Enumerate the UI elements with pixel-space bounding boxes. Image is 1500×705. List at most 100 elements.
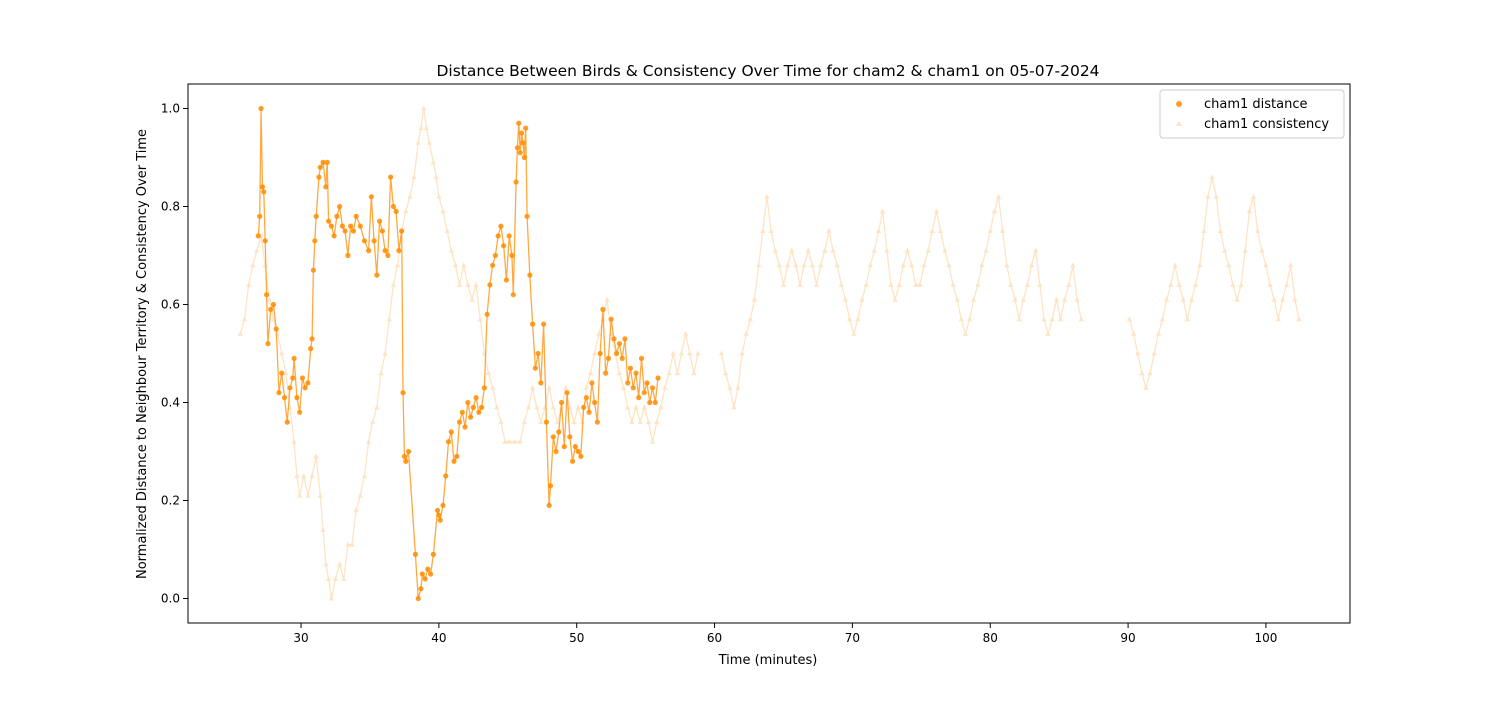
consistency-point (1180, 296, 1186, 302)
consistency-point (521, 419, 527, 425)
y-tick-label: 0.4 (161, 396, 180, 410)
distance-point (558, 399, 565, 406)
consistency-point (1024, 281, 1031, 287)
consistency-point (683, 330, 689, 336)
consistency-point (880, 208, 886, 214)
distance-point (393, 208, 399, 214)
consistency-point (390, 281, 396, 287)
consistency-point (604, 296, 610, 302)
consistency-point (465, 281, 471, 287)
distance-point (605, 355, 612, 361)
consistency-point (305, 492, 311, 498)
distance-point (630, 385, 636, 391)
consistency-point (929, 228, 935, 233)
distance-point (350, 228, 357, 234)
consistency-point (1213, 193, 1219, 199)
distance-point (578, 453, 584, 459)
legend-distance-marker (1176, 101, 1182, 107)
consistency-point (867, 262, 873, 268)
consistency-point (525, 404, 532, 410)
consistency-point (1057, 316, 1064, 322)
distance-point (473, 395, 479, 401)
chart-title: Distance Between Birds & Consistency Ove… (436, 62, 1099, 80)
consistency-point (1176, 281, 1182, 287)
consistency-point (323, 561, 329, 567)
distance-point (616, 341, 623, 347)
consistency-point (674, 370, 680, 376)
consistency-point (353, 507, 359, 513)
consistency-point (494, 404, 500, 410)
consistency-point (1201, 228, 1207, 233)
consistency-point (975, 281, 981, 287)
distance-point (401, 453, 408, 459)
consistency-point (913, 281, 919, 287)
distance-point (589, 380, 595, 386)
consistency-point (301, 473, 307, 478)
distance-point (535, 350, 541, 357)
distance-point (553, 448, 559, 455)
distance-point (513, 179, 519, 185)
consistency-point (423, 125, 430, 131)
consistency-point (1168, 281, 1174, 287)
distance-point (382, 248, 388, 254)
distance-point (371, 238, 377, 244)
distance-point (521, 154, 527, 161)
y-tick-label: 0.8 (161, 200, 180, 214)
consistency-series (237, 105, 1302, 601)
distance-point (279, 370, 285, 376)
consistency-point (1193, 281, 1199, 287)
consistency-point (546, 384, 552, 390)
consistency-point (743, 330, 749, 336)
consistency-point (1230, 281, 1236, 287)
consistency-point (1275, 316, 1281, 322)
consistency-point (469, 296, 475, 302)
distance-point (368, 194, 374, 200)
consistency-point (1292, 296, 1298, 302)
distance-point (405, 448, 412, 455)
consistency-point (365, 438, 372, 444)
consistency-point (473, 281, 479, 287)
distance-point (276, 390, 282, 396)
consistency-point (1250, 193, 1257, 199)
consistency-point (345, 541, 351, 547)
distance-point (633, 370, 639, 376)
consistency-point (337, 561, 343, 567)
consistency-point (502, 438, 508, 444)
distance-point (456, 419, 463, 425)
distance-point (479, 404, 485, 410)
distance-point (290, 375, 296, 381)
consistency-point (801, 262, 807, 268)
consistency-point (440, 208, 446, 214)
distance-point (538, 380, 544, 386)
consistency-point (538, 419, 544, 425)
distance-point (572, 444, 578, 450)
consistency-point (592, 350, 598, 356)
consistency-point (1041, 316, 1047, 322)
consistency-point (785, 262, 791, 268)
consistency-point (477, 316, 483, 322)
distance-point (294, 395, 300, 401)
consistency-point (813, 281, 820, 287)
distance-point (265, 341, 271, 347)
consistency-point (691, 370, 697, 376)
distance-point (317, 164, 323, 170)
consistency-point (415, 139, 421, 145)
distance-point (316, 174, 322, 180)
distance-point (412, 551, 419, 558)
distance-point (443, 473, 449, 479)
consistency-point (1151, 350, 1157, 356)
consistency-point (1197, 262, 1203, 268)
consistency-point (1037, 281, 1043, 287)
distance-point (323, 184, 329, 190)
distance-point (564, 390, 570, 396)
distance-point (268, 306, 274, 312)
consistency-point (1062, 296, 1068, 302)
consistency-point (517, 438, 523, 444)
consistency-point (641, 404, 647, 410)
distance-point (396, 248, 402, 254)
consistency-point (987, 228, 993, 233)
distance-point (309, 336, 315, 342)
distance-point (622, 336, 628, 342)
consistency-point (571, 419, 577, 425)
consistency-point (550, 404, 556, 410)
